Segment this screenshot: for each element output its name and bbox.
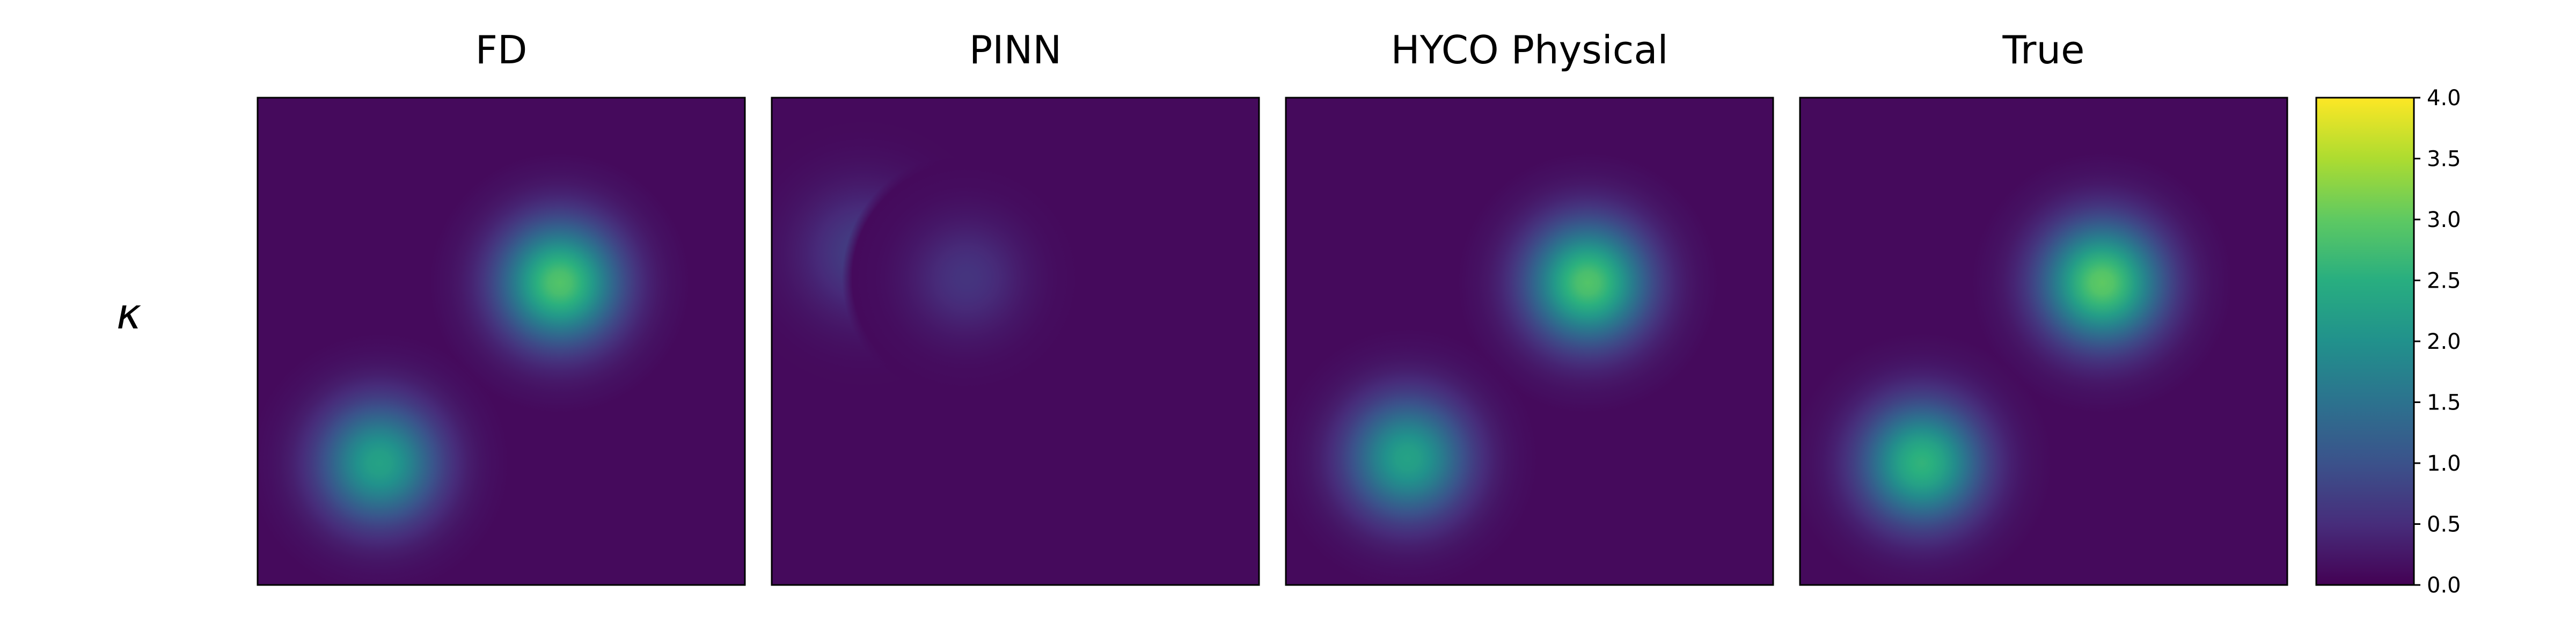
colorbar-tick-label: 2.0 [2427,330,2461,354]
panel-frame [257,97,746,586]
heatmap-blob [427,150,692,416]
heatmap-panels: FD PINN HYCO Physical True [257,27,2288,586]
colorbar-tick-label: 3.0 [2427,208,2461,232]
colorbar-tick-label: 0.0 [2427,573,2461,598]
heatmap-blob [1286,326,1540,585]
colorbar-tick-label: 1.0 [2427,451,2461,476]
panel-frame [1799,97,2288,586]
heatmap-blob [1455,150,1721,416]
colorbar-tick-label: 3.5 [2427,147,2461,172]
colorbar-tick-label: 1.5 [2427,391,2461,415]
colorbar-gradient [2315,97,2415,586]
panel-title: FD [475,27,528,72]
heatmap-blob [1800,331,2054,585]
panel-frame [771,97,1260,586]
heatmap-blob [1969,150,2235,416]
colorbar: 0.0 0.5 1.0 1.5 2.0 2.5 3.0 3.5 4.0 [2315,86,2461,598]
heatmap-blob [841,153,1092,403]
panel-frame [1285,97,1774,586]
row-label: κ [116,290,141,339]
heatmap-panel-0: FD [257,27,746,586]
panel-title: HYCO Physical [1391,27,1668,72]
panel-title: True [2002,27,2085,72]
colorbar-tick-label: 2.5 [2427,269,2461,294]
colorbar-ticks: 0.0 0.5 1.0 1.5 2.0 2.5 3.0 3.5 4.0 [2414,86,2461,598]
panel-title: PINN [969,27,1062,72]
heatmap-panel-2: HYCO Physical [1285,27,1774,586]
heatmap-panel-1: PINN [771,27,1260,586]
heatmap-blob [258,331,512,585]
colorbar-tick-label: 4.0 [2427,86,2461,111]
colorbar-tick-label: 0.5 [2427,513,2461,537]
heatmap-panel-3: True [1799,27,2288,586]
